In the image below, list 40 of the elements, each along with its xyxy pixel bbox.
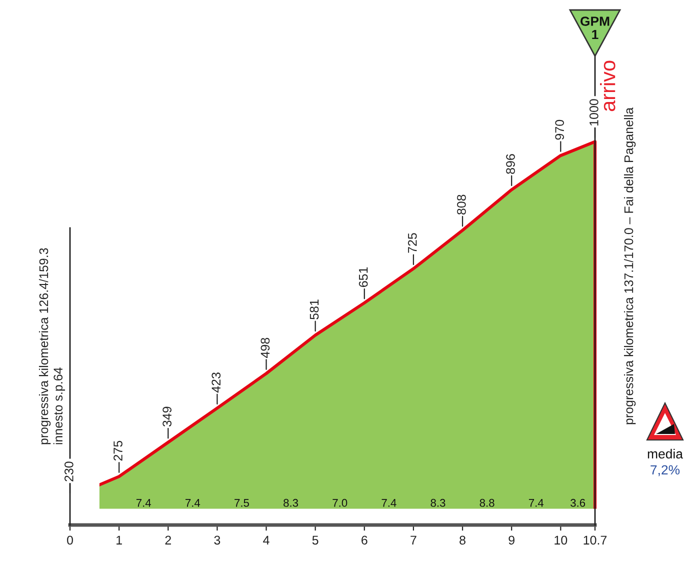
x-tick-label: 8 [460,536,466,545]
x-tick-label: 9 [508,536,514,545]
annotation: 8.3 [284,498,298,507]
x-tick-label: 3 [214,536,220,545]
x-tick-label: 5 [312,536,318,545]
ref-line-label: progressiva kilometrica 126.4/159.3 innesto s.p.64 [38,248,65,444]
ref-line-label: progressiva kilometrica 137.1/170.0 – Fai della Paganella [624,107,636,424]
x-tick-label: 10 [554,536,568,545]
text: arrivo [600,60,616,112]
x-tick-label: 1 [116,536,122,544]
x-tick-label: 0 [67,536,73,545]
data-label: 498 [260,338,270,358]
annotation: 8.3 [430,498,446,507]
annotation: 7.0 [332,498,348,507]
annotation: 3.6 [570,498,586,507]
data-label: 581 [310,300,319,320]
annotation: 7.4 [186,499,200,507]
x-tick-label: 7 [410,536,416,544]
data-label: 275 [114,440,122,461]
x-tick-label: 4 [263,536,270,544]
data-label: 896 [506,154,515,174]
x-tick-label: 10.7 [584,536,607,545]
annotation: 7.4 [136,499,151,507]
x-tick-label: 6 [362,536,368,545]
text: media [648,448,683,459]
data-label: 808 [457,194,466,215]
annotation: 7.4 [528,499,544,507]
annotation: 7.4 [382,499,396,507]
data-label: 970 [555,120,564,140]
data-label: 423 [212,372,221,393]
data-label: 230 [64,462,74,482]
data-label: 725 [408,233,417,253]
data-label: 651 [358,267,368,287]
annotation: 7.5 [234,499,249,507]
data-label: 349 [162,406,172,427]
text: GPM 1 [580,16,610,40]
data-label: 1000 [590,99,598,126]
annotation: 8.8 [480,498,494,507]
x-tick-label: 2 [165,536,171,544]
text: 7,2% [650,465,680,476]
